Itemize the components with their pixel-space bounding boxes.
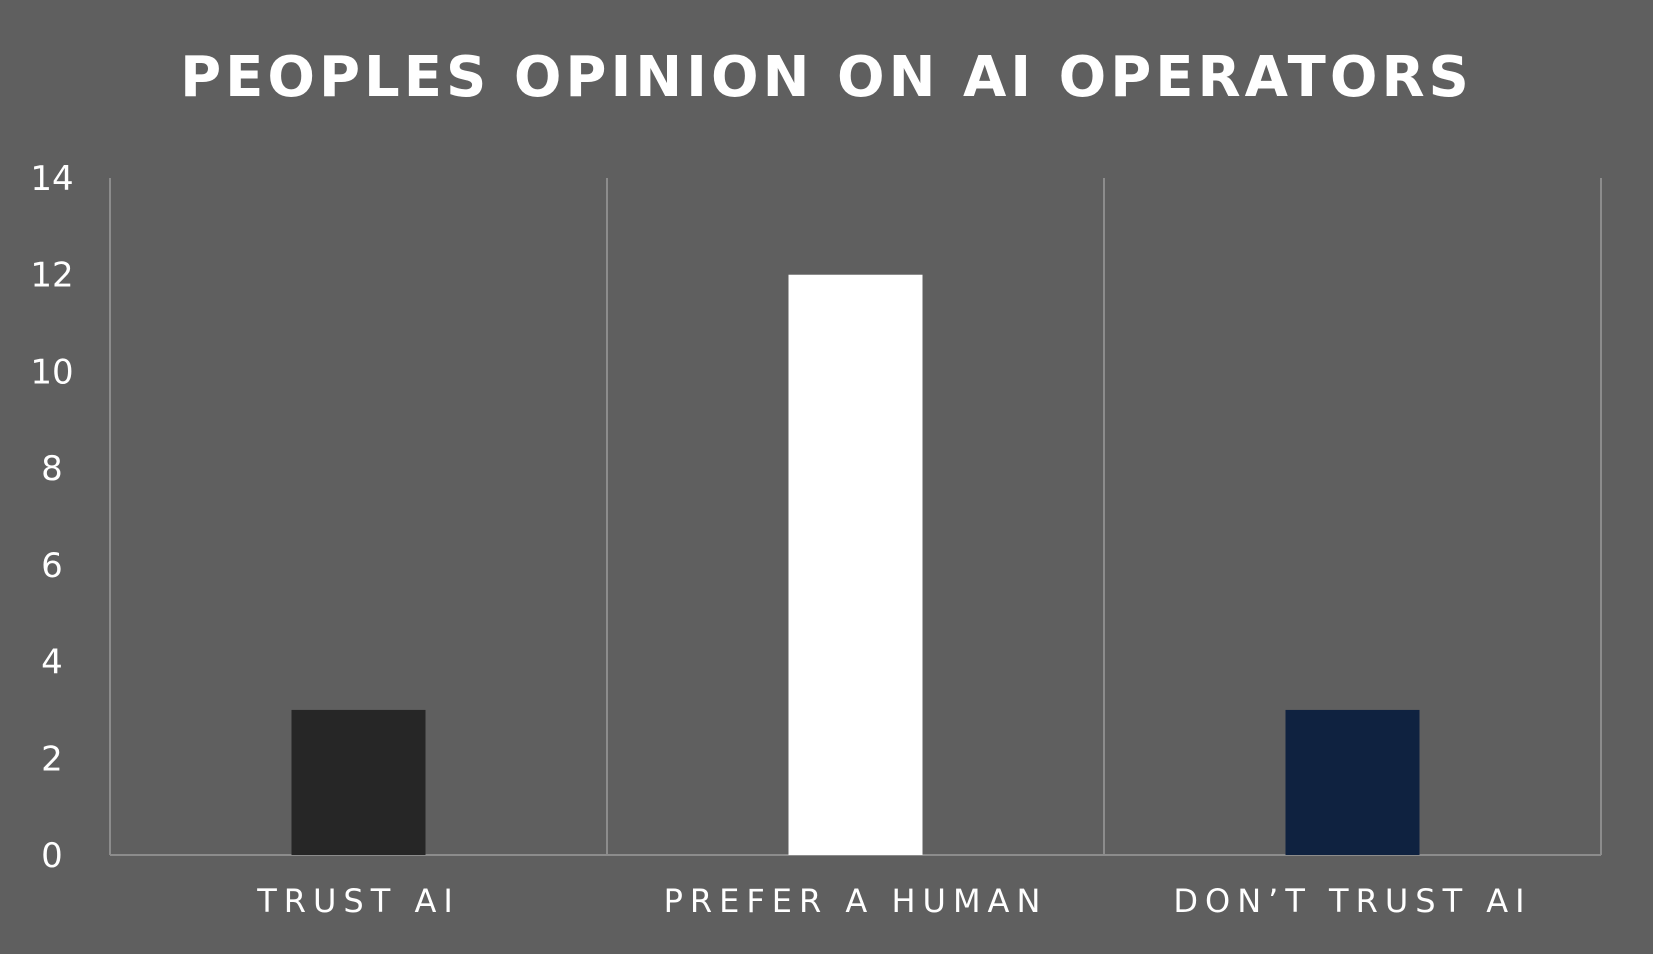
y-tick-label: 6	[41, 546, 63, 586]
chart-title: PEOPLES OPINION ON AI OPERATORS	[180, 45, 1473, 110]
x-category-label: TRUST AI	[256, 882, 460, 920]
x-category-label: DON’T TRUST AI	[1173, 882, 1531, 920]
y-tick-label: 2	[41, 739, 63, 779]
y-tick-label: 0	[41, 836, 63, 876]
y-tick-label: 10	[30, 352, 73, 392]
y-tick-label: 4	[41, 643, 63, 683]
bar-1	[291, 709, 426, 855]
bar-3	[1285, 709, 1420, 855]
y-tick-label: 12	[30, 256, 73, 296]
bar-2	[788, 274, 923, 855]
y-tick-label: 8	[41, 449, 63, 489]
x-category-label: PREFER A HUMAN	[664, 882, 1048, 920]
y-tick-label: 14	[30, 159, 73, 199]
